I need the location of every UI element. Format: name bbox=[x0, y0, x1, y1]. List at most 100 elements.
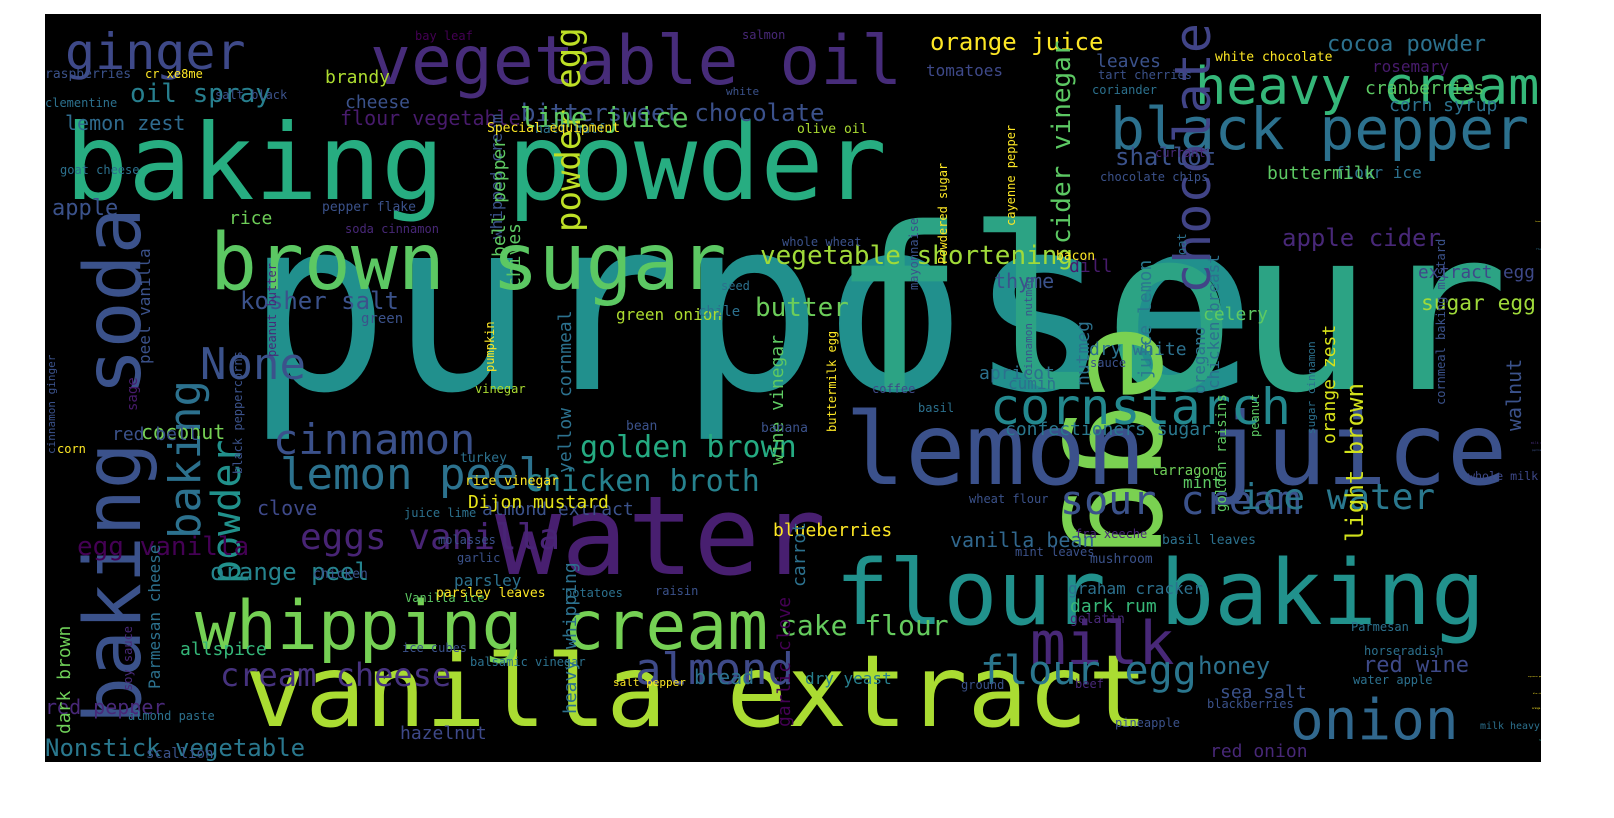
word-baking-soda: baking soda bbox=[69, 207, 159, 724]
word-wine-vinegar: wine vinegar bbox=[767, 335, 788, 465]
word-buttermilk: buttermilk bbox=[1267, 163, 1376, 184]
word-salt-pepper: salt pepper bbox=[613, 676, 686, 689]
word-coffee: coffee bbox=[872, 382, 915, 396]
word-cayenne-pepper: cayenne pepper bbox=[1004, 125, 1018, 226]
word-ground: ground bbox=[961, 678, 1004, 692]
word-strawberries: strawberries bbox=[1539, 738, 1541, 742]
word-balsamic-vinegar: balsamic vinegar bbox=[470, 655, 586, 669]
word-cream-cheese: cream cheese bbox=[220, 656, 451, 694]
word-paprika: paprika bbox=[1532, 449, 1541, 452]
word-brown-sugar: brown sugar bbox=[210, 218, 727, 308]
word-butter: butter bbox=[755, 293, 849, 323]
word-flour-egg: flour egg bbox=[980, 648, 1197, 694]
word-chocolate: chocolate bbox=[1164, 23, 1222, 294]
word-banana: banana bbox=[761, 421, 808, 436]
word-brandy: brandy bbox=[325, 67, 390, 88]
word-white-chocolate: white chocolate bbox=[1215, 50, 1333, 65]
word-red-pepper: red pepper bbox=[45, 695, 165, 719]
word-green-onion: green onion bbox=[616, 305, 722, 324]
word-walnut: walnut bbox=[1502, 359, 1526, 431]
word-peanut-butter: peanut butter bbox=[265, 263, 279, 357]
word-basil: basil bbox=[918, 401, 954, 415]
word-confectioners-sugar: confectioners sugar bbox=[1005, 419, 1211, 440]
word-raspberries: raspberries bbox=[45, 67, 131, 82]
word-cinnamon-ginger: cinnamon ginger bbox=[45, 354, 58, 454]
word-dark-rum: dark rum bbox=[1070, 596, 1157, 617]
word-garlic: garlic bbox=[457, 551, 500, 565]
word-flour-baking: flour baking bbox=[835, 541, 1485, 646]
word-wheat-flour: wheat flour bbox=[969, 492, 1048, 506]
word-parsley-leaves: parsley leaves bbox=[436, 586, 546, 601]
word-eggs-vanilla: eggs vanilla bbox=[300, 517, 560, 558]
word-chile: chile bbox=[698, 304, 740, 320]
word-heavy-cream: heavy cream bbox=[1195, 57, 1539, 117]
word-egg: egg bbox=[1059, 324, 1211, 559]
word-clove: clove bbox=[257, 496, 317, 520]
word-peel-vanilla: peel vanilla bbox=[135, 248, 154, 364]
word-lemon-juice: lemon juice bbox=[845, 391, 1507, 508]
word-chicken: chicken bbox=[313, 567, 368, 582]
word-green: green bbox=[361, 311, 403, 327]
word-oregano: oregano bbox=[1190, 327, 1209, 394]
word-lime-juice: lime juice bbox=[520, 101, 689, 134]
word-dry-white: dry white bbox=[1089, 339, 1187, 360]
word-chicken-broth: chicken broth bbox=[525, 464, 760, 499]
word-cider-vinegar: cider vinegar bbox=[1047, 41, 1077, 245]
word-cumin: cumin bbox=[1008, 374, 1056, 393]
word-flour-ice: flour ice bbox=[1335, 163, 1422, 182]
word-orange-peel: orange peel bbox=[210, 558, 369, 586]
word-bacon: bacon bbox=[1056, 249, 1095, 264]
word-cloud-background bbox=[45, 14, 1541, 762]
word-pumpkin: pumpkin bbox=[483, 321, 497, 372]
word-salmon: salmon bbox=[742, 28, 785, 42]
word-cinnamon-nutmeg: cinnamon nutmeg bbox=[1022, 277, 1035, 376]
word-red-bell: red bell bbox=[112, 424, 199, 445]
word-espresso-powder: espresso powder bbox=[1528, 676, 1541, 678]
word-milk: milk bbox=[1030, 609, 1175, 679]
word-kosher-salt: kosher salt bbox=[240, 287, 399, 315]
word-honey: honey bbox=[1198, 652, 1270, 680]
word-apricot: apricot bbox=[979, 363, 1055, 384]
word-clementine: clementine bbox=[45, 96, 117, 110]
word-flour-vegetable: flour vegetable bbox=[340, 106, 521, 130]
word-hazelnut: hazelnut bbox=[400, 723, 487, 744]
word-sour-cream: sour cream bbox=[1060, 478, 1301, 524]
word-juice-lemon: juice lemon bbox=[1135, 260, 1156, 379]
word-whole-milk: whole milk bbox=[1468, 469, 1538, 483]
word-cocoa-powder: cocoa powder bbox=[1327, 32, 1486, 57]
word-cheese: cheese bbox=[345, 92, 410, 113]
word-graham-cracker: graham cracker bbox=[1068, 579, 1203, 598]
word-black-pepper: black pepper bbox=[1110, 95, 1529, 163]
word-parmesan-cheese: Parmesan cheese bbox=[145, 545, 164, 690]
word-rosemary: rosemary bbox=[1372, 57, 1449, 76]
word-currant: currant bbox=[1155, 146, 1206, 160]
word-golden-brown: golden brown bbox=[580, 430, 797, 465]
word-goat-cheese: goat cheese bbox=[60, 163, 139, 177]
word-parsley: parsley bbox=[454, 571, 522, 590]
word-nonstick-vegetable: Nonstick vegetable bbox=[45, 734, 305, 762]
word-mint-leaves: mint leaves bbox=[1015, 545, 1094, 559]
word-corn-syrup: corn syrup bbox=[1389, 95, 1497, 116]
word-dry-yeast: dry yeast bbox=[805, 669, 892, 688]
word-oil-spray: oil spray bbox=[130, 79, 271, 109]
word-scallion: scallion bbox=[146, 746, 213, 762]
word-pineapple: pineapple bbox=[1115, 716, 1180, 730]
word-gelatin: gelatin bbox=[1070, 612, 1125, 627]
word-special-equipment: Special equipment bbox=[487, 121, 620, 136]
word-light-brown: light brown bbox=[1341, 383, 1369, 542]
word-water-apple: water apple bbox=[1353, 673, 1432, 687]
word-vegetable-shortening: vegetable shortening bbox=[760, 241, 1073, 271]
word-nutmeg: nutmeg bbox=[1073, 321, 1094, 386]
word-celery: celery bbox=[1203, 304, 1268, 325]
word-sugar-egg: sugar egg bbox=[1421, 291, 1536, 316]
word-vanilla-ice: Vanilla ice bbox=[405, 591, 484, 605]
word-vanilla-bean: vanilla bean bbox=[950, 528, 1095, 552]
word-allspice: allspice bbox=[180, 639, 267, 660]
word-bean: bean bbox=[626, 419, 657, 434]
word-lemon-zest: lemon zest bbox=[65, 111, 185, 135]
word-mint: mint bbox=[1183, 473, 1222, 492]
word-blackberries: blackberries bbox=[1207, 697, 1294, 711]
word-shallot: shallot bbox=[1115, 143, 1216, 171]
word-beef: beef bbox=[1075, 677, 1104, 691]
word-blue-cheese: blue cheese bbox=[1533, 693, 1541, 695]
